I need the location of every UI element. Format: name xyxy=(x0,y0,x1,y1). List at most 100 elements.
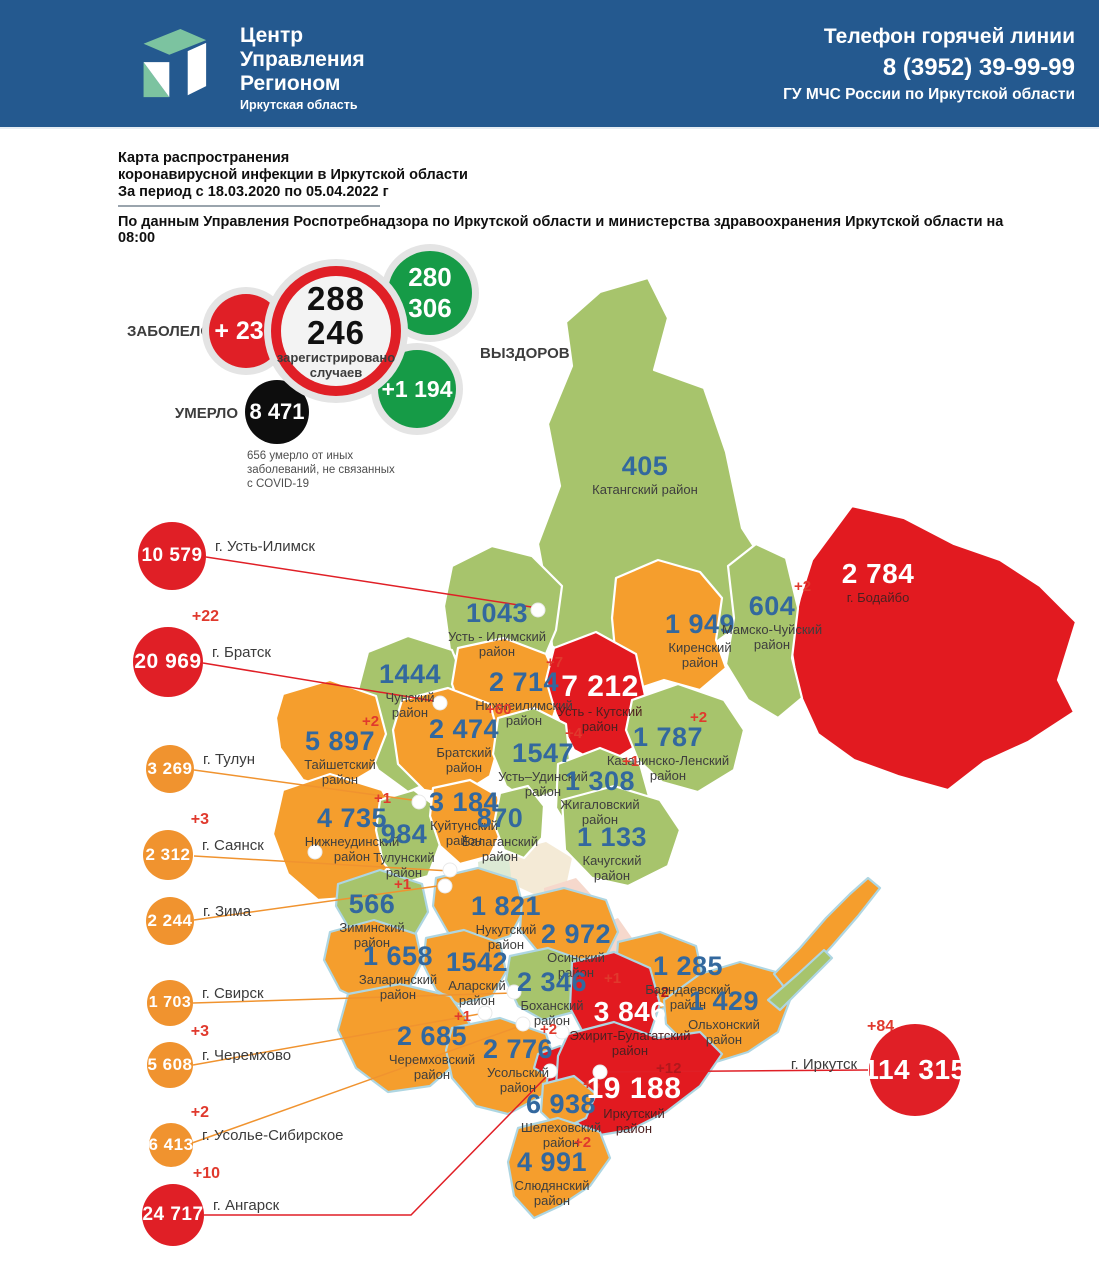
city-value: 1 703 xyxy=(148,994,192,1011)
title-divider xyxy=(118,205,380,207)
district-value: 2 776 xyxy=(482,1034,554,1064)
district-name: Усольский район xyxy=(486,1065,550,1095)
city-delta: +84 xyxy=(867,1018,895,1035)
district-value: 1043 xyxy=(465,598,529,628)
city-circle: 1 703 xyxy=(147,980,193,1026)
district-name: Иркутский район xyxy=(603,1106,665,1136)
district-name: Катангский район xyxy=(592,482,698,497)
city-circle: 2 312 xyxy=(143,830,193,880)
city-circle: 5 608 xyxy=(147,1042,193,1088)
district-delta: +7 xyxy=(545,654,564,671)
district-name: Тулунский район xyxy=(373,850,435,880)
city-value: 2 244 xyxy=(147,911,193,930)
district-label-usolsky: +2 2 776 Усольский район xyxy=(482,1021,557,1095)
city-name-label: г. Тулун xyxy=(203,751,256,768)
recovered-delta-circle: +1 194 xyxy=(378,350,456,428)
city-marker-dot xyxy=(307,844,323,860)
callout-line-bratsk xyxy=(202,662,441,703)
district-value: 1 658 xyxy=(362,941,434,971)
district-value: 566 xyxy=(348,889,396,919)
callout-line-zima xyxy=(193,884,446,921)
district-delta: +1 xyxy=(603,970,622,987)
city-marker-dot xyxy=(592,1064,608,1080)
city-name-label: г. Зима xyxy=(203,903,252,920)
district-delta: +2 xyxy=(794,578,812,595)
city-callout-irkutsk: +84 114 315 г. Иркутск xyxy=(791,1018,966,1116)
district-value: 4 991 xyxy=(516,1147,588,1177)
district-value: 19 188 xyxy=(586,1072,682,1105)
district-label-nizhneilimsky: +7 2 714 Нижнеилимский район xyxy=(475,654,573,728)
district-name: Усть - Кутский район xyxy=(557,704,643,734)
district-value: 7 212 xyxy=(561,670,639,703)
city-marker-dot xyxy=(542,1063,558,1079)
district-value: 1 285 xyxy=(652,951,724,981)
district-label-bratsky: +60 2 474 Братский район xyxy=(429,701,511,775)
district-value: 1547 xyxy=(511,738,575,768)
district-label-ust-kutsky: 7 212 Усть - Кутский район xyxy=(557,670,643,735)
infected-label: ЗАБОЛЕЛО xyxy=(126,323,212,340)
district-name: Тайшетский район xyxy=(304,757,376,787)
district-name: Братский район xyxy=(436,745,492,775)
shape-olkhonsky-coast xyxy=(772,876,882,994)
district-label-olkhonsky: 1 429 Ольхонский район xyxy=(688,986,760,1047)
district-value: 1542 xyxy=(445,947,509,977)
city-value: 10 579 xyxy=(141,545,203,566)
registered-value: 288 246 xyxy=(306,280,366,351)
district-label-nizhneudinsky: +1 4 735 Нижнеудинский район xyxy=(305,790,399,864)
district-name: Аларский район xyxy=(448,978,506,1008)
district-value: 2 346 xyxy=(516,967,588,997)
infected-delta-circle: + 230 xyxy=(209,294,283,368)
shape-slyudyansky xyxy=(506,1116,612,1220)
city-marker-dot xyxy=(515,1016,531,1032)
district-value: 2 714 xyxy=(488,667,560,697)
city-marker-dot xyxy=(442,862,458,878)
district-delta: +1 xyxy=(621,753,640,770)
city-callout-angarsk: +10 24 717 г. Ангарск xyxy=(142,1165,279,1246)
shape-nukutsky xyxy=(431,866,526,948)
city-name-label: г. Черемхово xyxy=(202,1047,292,1064)
district-name: Заларинский район xyxy=(358,972,438,1002)
district-label-osinsky: 2 972 Осинский район xyxy=(541,919,611,980)
shape-kachugsky xyxy=(560,784,682,888)
city-callout-sayansk: +3 2 312 г. Саянск xyxy=(143,811,264,880)
district-delta: +1 xyxy=(393,876,412,893)
city-circle: 24 717 xyxy=(142,1184,204,1246)
district-name: Киренский район xyxy=(668,640,732,670)
city-value: 114 315 xyxy=(863,1054,967,1085)
city-marker-dot xyxy=(477,1005,493,1021)
district-label-kachugsky: 1 133 Качугский район xyxy=(577,822,647,883)
district-name: г. Бодайбо xyxy=(846,590,910,605)
district-value: 6 938 xyxy=(525,1089,597,1119)
city-delta: +10 xyxy=(192,1165,220,1182)
district-value: 3 184 xyxy=(428,787,500,817)
header-bar: Центр Управления Регионом Иркутская обла… xyxy=(0,0,1099,129)
hotline-block: Телефон горячей линии 8 (3952) 39-99-99 … xyxy=(783,22,1075,106)
district-name: Казачинско-Ленский район xyxy=(606,753,730,783)
district-value: 870 xyxy=(476,803,524,833)
city-name-label: г. Братск xyxy=(212,644,271,661)
hotline-label: Телефон горячей линии xyxy=(823,25,1075,48)
logo-subtitle: Иркутская область xyxy=(240,98,358,112)
district-label-shelekhovsky: +6 6 938 Шелеховский район xyxy=(520,1076,602,1150)
district-name: Куйтунский район xyxy=(430,818,498,848)
district-value: 604 xyxy=(748,591,796,621)
district-name: Зиминский район xyxy=(339,920,405,950)
district-delta: +2 xyxy=(689,709,708,726)
district-value: 1 949 xyxy=(664,609,736,639)
district-value: 1 429 xyxy=(688,986,760,1016)
district-name: Нижнеилимский район xyxy=(475,698,573,728)
shape-shelekhovsky xyxy=(539,1074,598,1132)
city-callout-usolye-sibirskoe: +2 6 413 г. Усолье-Сибирское xyxy=(148,1104,344,1167)
city-name-label: г. Ангарск xyxy=(213,1197,280,1214)
district-value: 4 735 xyxy=(316,803,388,833)
city-circle: 3 269 xyxy=(146,745,194,793)
city-value: 3 269 xyxy=(147,759,193,778)
city-callout-bratsk: +22 20 969 г. Братск xyxy=(133,608,271,697)
died-label: УМЕРЛО xyxy=(174,405,238,422)
district-name: Шелеховский район xyxy=(520,1120,602,1150)
district-label-cheremkhovsky: +1 2 685 Черемховский район xyxy=(389,1008,475,1082)
district-value: 3 846 xyxy=(593,996,667,1027)
shape-mamsko-chuysky xyxy=(724,542,804,720)
